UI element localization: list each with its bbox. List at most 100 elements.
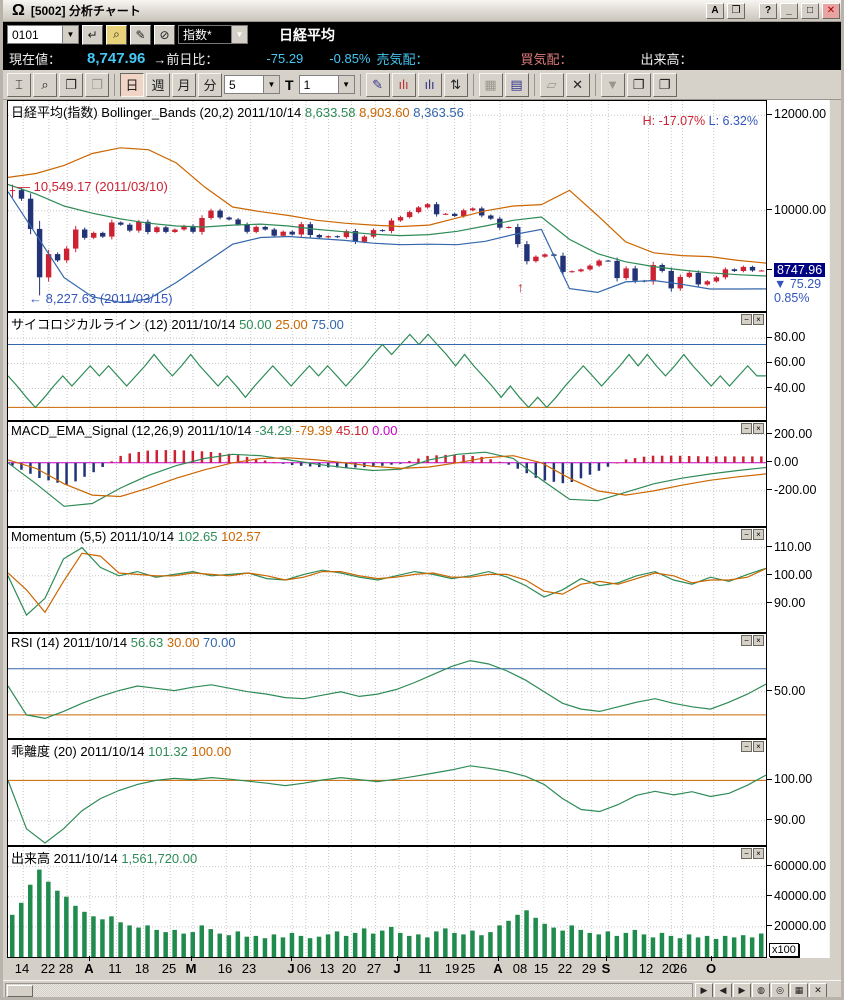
macd-line (8, 451, 766, 507)
bar-count-select[interactable]: 1 ▼ (298, 75, 355, 94)
x-axis-label: 20 (341, 961, 357, 976)
chevron-down-icon[interactable]: ▼ (62, 26, 78, 43)
chart-annotation: ← 8,227.63 (2011/03/15) (29, 291, 173, 306)
page-p-icon[interactable]: ❐ (652, 72, 677, 97)
scrollbar-thumb[interactable] (7, 984, 33, 997)
panel-close-button[interactable]: × (753, 741, 764, 752)
page-d-icon[interactable]: ❐ (626, 72, 651, 97)
panel-close-button[interactable]: × (753, 314, 764, 325)
y-axis-label: 20000.00 (767, 919, 826, 933)
edit-button[interactable]: ✎ (130, 24, 151, 45)
momentum-plot[interactable]: Momentum (5,5) 2011/10/14 102.65 102.57 −… (7, 527, 767, 633)
psychological-plot[interactable]: サイコロジカルライン (12) 2011/10/14 50.00 25.00 7… (7, 312, 767, 421)
indicator-bars-red-icon[interactable]: ılı (391, 72, 416, 97)
macd-plot[interactable]: MACD_EMA_Signal (12,26,9) 2011/10/14 -34… (7, 421, 767, 527)
stock-name: 日経平均 (279, 26, 335, 43)
draw-clear-button[interactable]: ⊘ (154, 24, 175, 45)
stock-code-combo[interactable]: 0101 ▼ (7, 25, 79, 44)
panel-minimize-button[interactable]: − (741, 423, 752, 434)
panel-minimize-button[interactable]: − (741, 741, 752, 752)
period-week-button[interactable]: 週 (146, 72, 170, 97)
deviation-panel: 乖離度 (20) 2011/10/14 101.32 100.00 − × 100.… (7, 739, 839, 846)
chart-annotation: ↑ (517, 279, 524, 295)
minimize-button[interactable]: _ (780, 2, 798, 19)
x-axis-label: 16 (217, 961, 233, 976)
x-axis-label: J (393, 961, 401, 976)
x-axis-label: 22 (557, 961, 573, 976)
panel-close-button[interactable]: × (753, 529, 764, 540)
mark-button[interactable]: ◍ (752, 982, 770, 997)
eraser-icon[interactable]: ▱ (539, 72, 564, 97)
x-axis-label: 06 (296, 961, 312, 976)
delete-drawing-icon[interactable]: ✕ (565, 72, 590, 97)
binoculars-search-button[interactable]: ⌕ (106, 24, 127, 45)
psy-header: サイコロジカルライン (12) 2011/10/14 50.00 25.00 7… (11, 317, 344, 332)
period-month-button[interactable]: 月 (172, 72, 196, 97)
grid-layout-icon[interactable]: ▦ (478, 72, 503, 97)
save-icon[interactable]: ▼ (600, 72, 625, 97)
period-day-button[interactable]: 日 (120, 72, 144, 97)
x-axis-label: A (84, 961, 94, 976)
panel-minimize-button[interactable]: − (741, 848, 752, 859)
panel-minimize-button[interactable]: − (741, 529, 752, 540)
psychological-line (8, 333, 766, 409)
x-axis-label: 27 (366, 961, 382, 976)
vertical-scrollbar[interactable] (829, 100, 841, 958)
circle-tool-button[interactable]: ◎ (771, 982, 789, 997)
zoom-chart-icon[interactable]: ⌕ (33, 72, 57, 97)
x-axis-label: 12 (638, 961, 654, 976)
divider (114, 73, 115, 96)
close-button[interactable]: ✕ (822, 2, 840, 19)
high-low-readout: H: -17.07% L: 6.32% (642, 114, 758, 128)
panel-close-button[interactable]: × (753, 423, 764, 434)
category-select[interactable]: 指数* ▼ (178, 25, 248, 44)
chevron-down-icon[interactable]: ▼ (337, 76, 354, 93)
volume-plot[interactable]: 出来高 2011/10/14 1,561,720.00 − × (7, 846, 767, 958)
panel-minimize-button[interactable]: − (741, 314, 752, 325)
grid-view-button[interactable]: ▦ (790, 982, 808, 997)
momentum-panel: Momentum (5,5) 2011/10/14 102.65 102.57 −… (7, 527, 839, 633)
trendline-icon[interactable]: ✎ (365, 72, 390, 97)
help-button[interactable]: ? (759, 2, 777, 19)
deviation-plot[interactable]: 乖離度 (20) 2011/10/14 101.32 100.00 − × (7, 739, 767, 846)
copy-window-button[interactable]: ❐ (727, 2, 745, 19)
x-axis-label: J (287, 961, 295, 976)
panel-minimize-button[interactable]: − (741, 635, 752, 646)
page-right-button[interactable]: ▶ (733, 982, 751, 997)
copy-page-icon[interactable]: ❐ (85, 72, 109, 97)
new-page-icon[interactable]: ❐ (59, 72, 83, 97)
indicator-bars-blue-icon[interactable]: ılı (417, 72, 442, 97)
scroll-right-button[interactable]: ▶ (695, 982, 713, 997)
y-axis-label: 0.00 (767, 455, 798, 469)
price-plot[interactable]: 日経平均(指数) Bollinger_Bands (20,2) 2011/10/… (7, 100, 767, 312)
updown-arrows-icon[interactable]: ⇅ (443, 72, 468, 97)
enter-button[interactable]: ↵ (82, 24, 103, 45)
chevron-down-icon[interactable]: ▼ (231, 26, 247, 43)
momentum-line (8, 546, 766, 617)
minute-interval-select[interactable]: 5 ▼ (224, 75, 280, 94)
window-controls: A ❐? _ □ ✕ (706, 2, 840, 19)
chart-settings-icon[interactable]: ▤ (504, 72, 529, 97)
panel-close-button[interactable]: × (753, 848, 764, 859)
close-panel-button[interactable]: ✕ (809, 982, 827, 997)
rsi-plot[interactable]: RSI (14) 2011/10/14 56.63 30.00 70.00 − × (7, 633, 767, 739)
panel-close-button[interactable]: × (753, 635, 764, 646)
candlestick-chart-icon[interactable]: ⌶ (7, 72, 31, 97)
x-axis-label: 18 (134, 961, 150, 976)
change-label: →前日比： (153, 52, 219, 67)
horizontal-scrollbar[interactable] (5, 982, 693, 997)
period-minute-button[interactable]: 分 (198, 72, 222, 97)
font-button[interactable]: A (706, 2, 724, 19)
y-axis-label: 200.00 (767, 427, 812, 441)
chevron-down-icon[interactable]: ▼ (263, 76, 279, 93)
rsi-panel: RSI (14) 2011/10/14 56.63 30.00 70.00− × … (7, 633, 839, 739)
bottom-bar: ▶ ◀ ▶ ◍ ◎ ▦ ✕ (3, 980, 841, 997)
page-left-button[interactable]: ◀ (714, 982, 732, 997)
x-axis-label: M (185, 961, 197, 976)
x-axis-label: 28 (58, 961, 74, 976)
change-readout: ▼ 75.29 (774, 276, 822, 291)
maximize-button[interactable]: □ (801, 2, 819, 19)
y-axis-label: 100.00 (767, 772, 812, 786)
title-bar[interactable]: Ω [5002] 分析チャート A ❐? _ □ ✕ (3, 0, 841, 22)
